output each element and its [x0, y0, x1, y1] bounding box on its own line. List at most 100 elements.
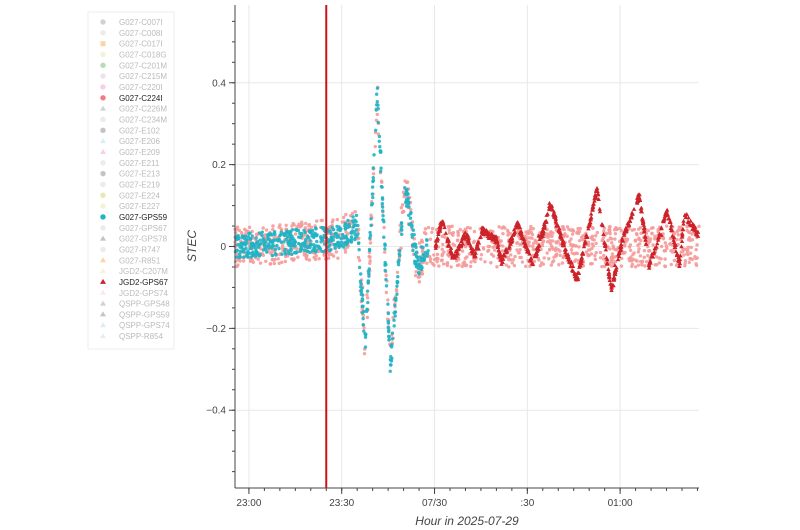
legend-item[interactable]: G027-C224I [100, 94, 163, 103]
legend-item[interactable]: G027-R747 [100, 245, 161, 254]
legend-item[interactable]: QSPP-R854 [100, 332, 164, 341]
data-point-g027-gps59 [322, 235, 326, 240]
data-point-g027-gps59 [254, 236, 258, 240]
data-point-jgd2-gps67 [671, 237, 676, 242]
data-point-g027-gps59 [390, 356, 394, 361]
data-point-g027-c224i [690, 232, 694, 236]
legend-item[interactable]: G027-E211 [100, 159, 160, 168]
legend-item[interactable]: G027-GPS59 [100, 213, 168, 222]
data-point-g027-c224i [241, 259, 246, 263]
legend-item[interactable]: G027-C017I [100, 40, 163, 49]
legend-item[interactable]: G027-R851 [100, 256, 161, 265]
data-point-g027-c224i [293, 232, 298, 236]
data-point-g027-c224i [530, 236, 534, 240]
data-point-g027-c224i [307, 258, 312, 262]
data-point-g027-c224i [251, 260, 256, 264]
data-point-g027-c224i [663, 264, 667, 268]
legend-item[interactable]: G027-C008I [100, 29, 163, 38]
data-point-jgd2-gps67 [465, 233, 471, 238]
legend-item[interactable]: G027-E224 [100, 191, 160, 200]
legend-item[interactable]: G027-E219 [100, 180, 160, 189]
data-point-jgd2-gps67 [601, 232, 606, 237]
data-point-g027-gps59 [346, 218, 350, 223]
legend-item[interactable]: G027-GPS78 [100, 235, 168, 244]
data-point-g027-c224i [690, 238, 695, 242]
data-point-g027-gps59 [359, 292, 363, 297]
data-point-g027-gps59 [280, 252, 284, 256]
legend-item[interactable]: G027-C215M [100, 72, 167, 81]
data-point-g027-c224i [627, 245, 632, 249]
data-point-jgd2-gps67 [635, 200, 640, 205]
data-point-g027-c224i [644, 260, 649, 264]
legend-label: JGD2-GPS74 [119, 289, 168, 298]
data-point-jgd2-gps67 [594, 186, 600, 191]
data-point-jgd2-gps67 [469, 249, 475, 254]
data-point-g027-c224i [686, 245, 690, 250]
data-point-g027-gps59 [353, 232, 357, 237]
data-point-g027-gps59 [369, 217, 373, 221]
data-point-g027-gps59 [375, 86, 380, 90]
data-point-g027-c224i [479, 252, 484, 257]
data-point-jgd2-gps67 [516, 222, 521, 227]
data-point-g027-c224i [350, 211, 355, 216]
x-axis-label: Hour in 2025-07-29 [415, 514, 519, 528]
data-point-g027-c224i [297, 224, 301, 228]
legend-item[interactable]: G027-E209 [100, 148, 160, 157]
legend-item[interactable]: G027-GPS67 [100, 224, 168, 233]
data-point-g027-gps59 [282, 233, 286, 238]
data-point-g027-c224i [344, 212, 348, 217]
data-point-g027-c224i [608, 236, 613, 240]
legend-item[interactable]: G027-C220I [100, 83, 163, 92]
legend-item[interactable]: JGD2-C207M [100, 267, 168, 276]
legend-item[interactable]: G027-E102 [100, 126, 160, 135]
legend-item[interactable]: G027-E227 [100, 202, 160, 211]
data-point-jgd2-gps67 [678, 253, 683, 258]
data-point-jgd2-gps67 [593, 194, 598, 199]
data-point-g027-c224i [633, 265, 638, 269]
data-point-jgd2-gps67 [503, 246, 509, 251]
data-point-g027-c224i [636, 250, 641, 254]
data-point-g027-c224i [365, 315, 370, 320]
legend-circle-icon [100, 160, 106, 166]
data-point-g027-c224i [430, 226, 435, 231]
legend-label: G027-C215M [119, 72, 167, 81]
data-point-g027-gps59 [387, 334, 391, 339]
data-point-g027-c224i [362, 351, 367, 356]
legend-item[interactable]: QSPP-GPS48 [100, 300, 170, 309]
data-point-jgd2-gps67 [473, 253, 478, 258]
data-point-g027-gps59 [243, 234, 248, 239]
data-point-g027-gps59 [260, 233, 264, 238]
legend-item[interactable]: JGD2-GPS67 [100, 278, 168, 287]
data-point-jgd2-gps67 [485, 234, 491, 239]
data-point-g027-gps59 [292, 238, 297, 243]
legend-item[interactable]: G027-C007I [100, 18, 163, 27]
data-point-g027-c224i [457, 263, 461, 267]
data-point-g027-gps59 [386, 302, 390, 306]
data-point-g027-c224i [694, 247, 698, 252]
data-point-g027-c224i [551, 231, 555, 235]
data-point-g027-c224i [623, 237, 627, 241]
data-point-g027-gps59 [386, 311, 391, 316]
legend-label: G027-E213 [119, 170, 160, 179]
data-point-jgd2-gps67 [679, 244, 684, 249]
data-point-g027-c224i [639, 238, 643, 243]
data-point-jgd2-gps67 [555, 223, 560, 228]
data-point-g027-c224i [268, 262, 273, 266]
legend-item[interactable]: G027-C018G [100, 50, 167, 59]
legend-item[interactable]: JGD2-GPS74 [100, 289, 168, 298]
legend-item[interactable]: QSPP-GPS74 [100, 321, 170, 330]
legend-item[interactable]: G027-E206 [100, 137, 160, 146]
legend-item[interactable]: QSPP-GPS59 [100, 310, 170, 319]
legend-item[interactable]: G027-C226M [100, 105, 167, 114]
data-point-g027-c224i [452, 243, 457, 248]
legend[interactable]: G027-C007I G027-C008I G027-C017IG027-C018G… [87, 11, 175, 350]
legend-item[interactable]: G027-E213 [100, 170, 160, 179]
data-point-g027-gps59 [378, 145, 382, 149]
data-point-g027-gps59 [366, 279, 371, 283]
data-point-g027-c224i [509, 253, 513, 257]
legend-item[interactable]: G027-C201M [100, 61, 167, 70]
legend-item[interactable]: G027-C234M [100, 115, 167, 124]
data-point-g027-c224i [532, 241, 536, 246]
data-point-g027-gps59 [407, 205, 411, 209]
